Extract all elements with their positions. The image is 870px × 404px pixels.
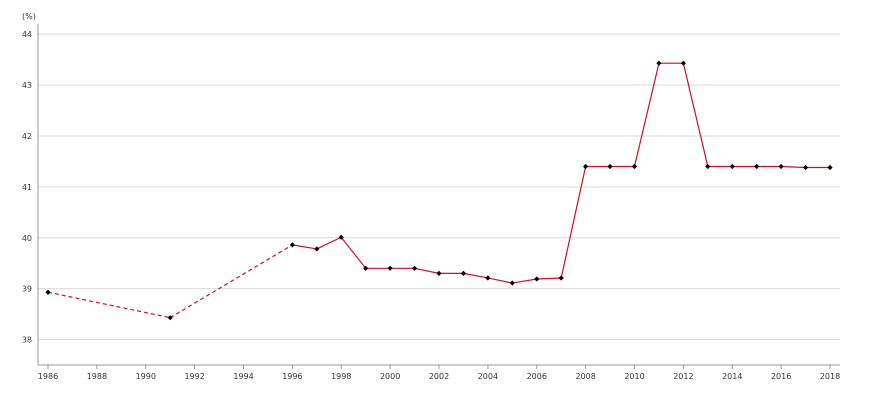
y-tick-label: 39 xyxy=(22,285,32,294)
data-point-marker xyxy=(705,163,711,170)
x-tick-label: 1990 xyxy=(136,372,156,381)
x-tick-label: 2008 xyxy=(575,372,595,381)
series-line-segment xyxy=(487,277,513,284)
data-point-marker xyxy=(607,163,613,170)
x-tick-label: 1988 xyxy=(87,372,107,381)
axes xyxy=(37,24,840,366)
data-point-marker xyxy=(314,246,320,252)
x-tick-label: 2018 xyxy=(820,372,840,381)
data-point-marker xyxy=(338,234,344,240)
series-line-segment xyxy=(414,267,440,274)
y-tick-label: 38 xyxy=(22,336,32,345)
series-line-segment xyxy=(292,244,317,250)
series-line-segment xyxy=(169,244,293,319)
data-point-marker xyxy=(45,289,51,295)
data-point-marker xyxy=(509,280,515,286)
x-tick-label: 1994 xyxy=(233,372,253,381)
y-unit-label: (%) xyxy=(22,12,36,21)
data-point-marker xyxy=(827,164,833,171)
data-point-marker xyxy=(460,270,467,276)
x-tick-label: 1996 xyxy=(282,372,302,381)
data-point-marker xyxy=(583,163,589,170)
series-line-segment xyxy=(463,272,488,279)
x-tick-label: 2004 xyxy=(478,372,498,381)
data-point-marker xyxy=(631,163,638,170)
x-tick-label: 1998 xyxy=(331,372,351,381)
data-point-marker xyxy=(802,164,809,171)
x-tick-label: 1992 xyxy=(184,372,204,381)
x-tick-label: 2014 xyxy=(722,372,742,381)
series-line-segment xyxy=(536,277,562,280)
x-tick-label: 2002 xyxy=(429,372,449,381)
series-line-segment xyxy=(512,278,537,284)
data-point-marker xyxy=(387,265,393,271)
series-line-segment xyxy=(633,63,660,167)
data-point-marker xyxy=(411,265,418,271)
x-tick-label: 2006 xyxy=(527,372,547,381)
x-tick-label: 1986 xyxy=(38,372,58,381)
gridlines xyxy=(38,33,840,341)
data-point-marker xyxy=(289,242,295,248)
y-tick-label: 43 xyxy=(22,81,32,90)
data-point-marker xyxy=(485,275,491,281)
series-line-segment xyxy=(781,165,806,169)
data-point-marker xyxy=(558,275,564,281)
x-tick-label: 2016 xyxy=(771,372,791,381)
y-tick-labels: 38 39 40 41 42 43 44 xyxy=(22,30,32,344)
y-tick-label: 40 xyxy=(22,234,32,243)
y-tick-label: 44 xyxy=(22,30,32,39)
y-tick-label: 42 xyxy=(22,132,32,141)
data-point-marker xyxy=(534,276,540,282)
data-point-marker xyxy=(729,163,735,170)
data-point-marker xyxy=(754,163,760,170)
x-tick-label: 2000 xyxy=(380,372,400,381)
x-tick-label: 2010 xyxy=(624,372,644,381)
x-tick-label: 2012 xyxy=(673,372,693,381)
data-point-marker xyxy=(680,60,686,66)
data-point-marker xyxy=(778,163,784,170)
y-tick-label: 41 xyxy=(22,183,32,192)
series-line-segment xyxy=(682,63,709,167)
data-markers xyxy=(45,60,833,321)
series-line-segment xyxy=(560,166,587,279)
data-series xyxy=(47,62,830,319)
x-tick-labels: 1986 1988 1990 1992 1994 1996 1998 2000 2002 2004… xyxy=(38,365,840,381)
series-line-segment xyxy=(340,236,367,269)
data-point-marker xyxy=(436,270,442,276)
series-line-segment xyxy=(316,236,342,250)
data-point-marker xyxy=(363,265,369,271)
data-point-marker xyxy=(167,315,173,321)
series-line-segment xyxy=(47,291,171,319)
data-point-marker xyxy=(656,60,662,66)
